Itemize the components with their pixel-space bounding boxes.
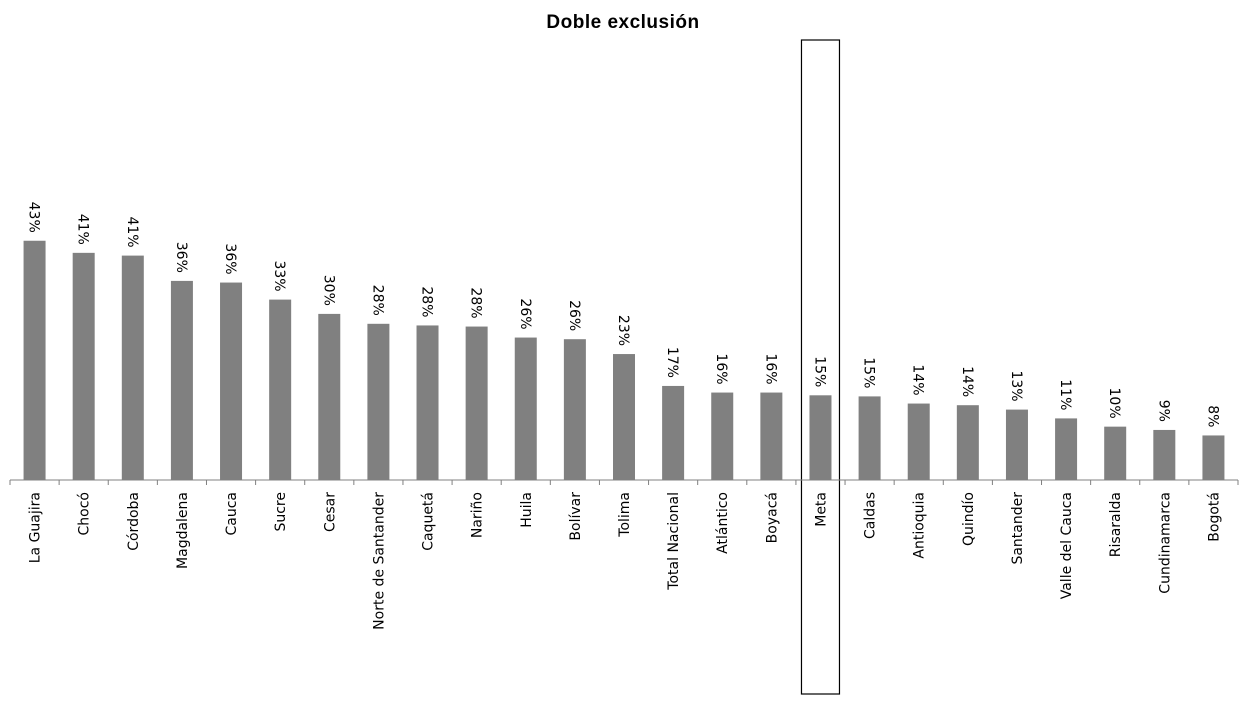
- data-label-20: 13%: [1008, 370, 1024, 401]
- bar-3: [170, 280, 193, 480]
- data-label-2: 41%: [124, 216, 140, 247]
- bar-6: [318, 313, 341, 480]
- bar-16: [809, 395, 832, 480]
- highlight-box-meta: [800, 39, 841, 695]
- bar-12: [613, 354, 635, 480]
- category-label-5: Sucre: [273, 492, 289, 532]
- bar-13: [662, 385, 685, 480]
- category-label-18: Antioquia: [912, 492, 928, 559]
- category-label-8: Caquetá: [421, 492, 437, 551]
- chart-title: Doble exclusión: [546, 12, 700, 33]
- data-label-8: 28%: [419, 286, 435, 317]
- data-label-22: 10%: [1106, 388, 1122, 419]
- category-label-6: Cesar: [322, 492, 338, 532]
- data-label-15: 16%: [762, 353, 778, 384]
- category-label-3: Magdalena: [175, 492, 191, 569]
- bar-9: [465, 326, 488, 480]
- bar-15: [760, 392, 783, 480]
- bar-10: [514, 337, 537, 480]
- category-label-14: Atlántico: [715, 492, 731, 554]
- data-label-0: 43%: [26, 202, 42, 233]
- bar-24: [1202, 435, 1225, 480]
- data-label-5: 33%: [271, 260, 287, 291]
- data-label-14: 16%: [713, 353, 729, 384]
- data-label-13: 17%: [664, 347, 680, 378]
- data-label-1: 41%: [75, 214, 91, 245]
- bar-0: [23, 240, 46, 480]
- data-label-9: 28%: [468, 287, 484, 318]
- category-label-16: Meta: [813, 492, 829, 527]
- bar-5: [269, 299, 292, 480]
- data-label-12: 23%: [615, 315, 631, 346]
- data-label-4: 36%: [222, 243, 238, 274]
- data-label-21: 11%: [1057, 379, 1073, 410]
- bar-21: [1055, 418, 1078, 480]
- category-label-0: La Guajira: [28, 492, 44, 563]
- category-label-12: Tolima: [617, 492, 633, 538]
- category-label-15: Boyacá: [764, 492, 780, 543]
- category-label-11: Bolívar: [568, 492, 584, 541]
- data-label-23: 9%: [1155, 400, 1171, 422]
- bar-11: [563, 339, 586, 480]
- category-label-22: Risaralda: [1108, 492, 1124, 557]
- data-label-7: 28%: [369, 285, 385, 316]
- bar-4: [220, 282, 243, 480]
- bar-22: [1104, 426, 1127, 480]
- data-label-16: 15%: [811, 356, 827, 387]
- bar-8: [416, 325, 439, 480]
- category-label-7: Norte de Santander: [371, 492, 387, 630]
- bar-19: [956, 405, 979, 480]
- bar-1: [72, 252, 95, 480]
- data-label-19: 14%: [959, 366, 975, 397]
- data-label-6: 30%: [320, 275, 336, 306]
- category-label-24: Bogotá: [1206, 492, 1222, 542]
- bar-23: [1153, 429, 1176, 480]
- data-label-17: 15%: [861, 357, 877, 388]
- category-label-1: Chocó: [77, 492, 93, 535]
- data-label-10: 26%: [517, 298, 533, 329]
- category-label-13: Total Nacional: [666, 492, 682, 591]
- category-label-4: Cauca: [224, 492, 240, 536]
- data-label-24: 8%: [1204, 405, 1220, 427]
- data-label-18: 14%: [910, 364, 926, 395]
- category-label-23: Cundinamarca: [1157, 492, 1173, 594]
- category-label-20: Santander: [1010, 492, 1026, 565]
- bar-18: [907, 403, 930, 480]
- category-label-19: Quindío: [961, 492, 977, 546]
- data-label-11: 26%: [566, 300, 582, 331]
- bar-2: [121, 255, 144, 480]
- bar-17: [858, 396, 881, 480]
- category-label-9: Nariño: [470, 492, 486, 538]
- data-label-3: 36%: [173, 242, 189, 273]
- category-label-21: Valle del Cauca: [1059, 492, 1075, 599]
- category-label-2: Córdoba: [126, 492, 142, 551]
- category-label-17: Caldas: [863, 492, 879, 539]
- category-label-10: Huila: [519, 492, 535, 528]
- bar-7: [367, 323, 390, 480]
- bar-20: [1005, 409, 1028, 480]
- bar-14: [711, 392, 734, 480]
